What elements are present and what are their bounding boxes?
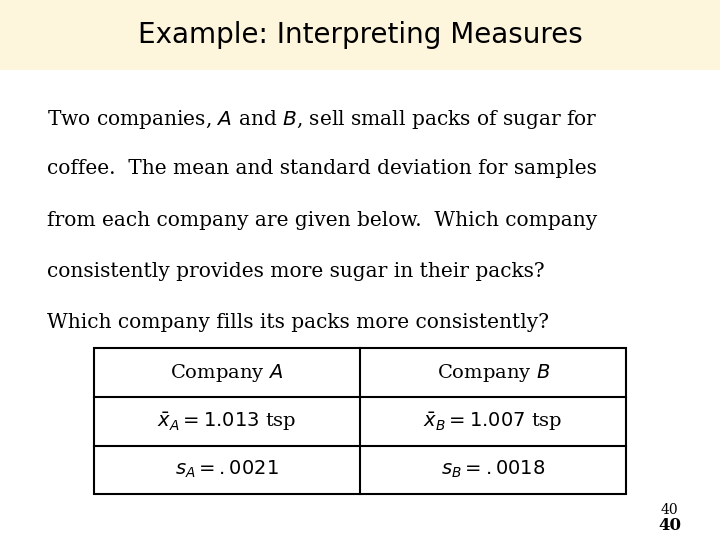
Bar bbox=[94, 348, 626, 494]
Text: Which company fills its packs more consistently?: Which company fills its packs more consi… bbox=[47, 313, 549, 332]
Text: 40: 40 bbox=[658, 517, 681, 535]
Text: Two companies, $A$ and $B$, sell small packs of sugar for: Two companies, $A$ and $B$, sell small p… bbox=[47, 108, 598, 131]
Text: Example: Interpreting Measures: Example: Interpreting Measures bbox=[138, 21, 582, 49]
Text: 40: 40 bbox=[661, 503, 678, 517]
Text: $\bar{x}_B = 1.007$ tsp: $\bar{x}_B = 1.007$ tsp bbox=[423, 410, 563, 433]
Text: $\bar{x}_A = 1.013$ tsp: $\bar{x}_A = 1.013$ tsp bbox=[157, 410, 297, 433]
Text: from each company are given below.  Which company: from each company are given below. Which… bbox=[47, 211, 597, 229]
Text: Company $A$: Company $A$ bbox=[171, 362, 283, 383]
Text: $s_A = .0021$: $s_A = .0021$ bbox=[175, 459, 279, 481]
Text: consistently provides more sugar in their packs?: consistently provides more sugar in thei… bbox=[47, 262, 544, 281]
Text: $s_B = .0018$: $s_B = .0018$ bbox=[441, 459, 545, 481]
Bar bbox=[0, 0, 720, 70]
Text: Company $B$: Company $B$ bbox=[436, 362, 550, 383]
Text: coffee.  The mean and standard deviation for samples: coffee. The mean and standard deviation … bbox=[47, 159, 597, 178]
